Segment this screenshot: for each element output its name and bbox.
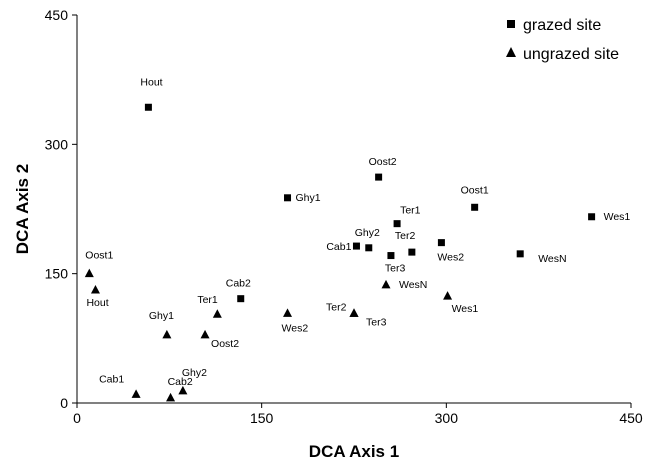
grazed-point-marker — [588, 213, 595, 220]
x-tick-label: 300 — [435, 410, 459, 426]
point-label: WesN — [399, 279, 427, 291]
x-tick-label: 450 — [619, 410, 643, 426]
point-label: Hout — [86, 297, 108, 309]
grazed-point-marker — [394, 220, 401, 227]
point-label: Wes1 — [604, 211, 631, 223]
point-label: Oost2 — [211, 338, 239, 350]
point-label: Wes1 — [452, 303, 479, 315]
ungrazed-point-marker — [85, 269, 94, 278]
ungrazed-point-marker — [162, 330, 171, 339]
point-label: Oost2 — [369, 156, 397, 168]
grazed-point-marker — [517, 250, 524, 257]
grazed-point-marker — [471, 204, 478, 211]
point-label: Ghy1 — [296, 192, 321, 204]
point-label: Oost1 — [85, 250, 113, 262]
point-label: Ter2 — [326, 301, 347, 313]
y-tick-label: 300 — [45, 136, 69, 152]
point-label: Cab1 — [99, 373, 124, 385]
point-label: Ghy2 — [182, 367, 207, 379]
grazed-point-marker — [408, 249, 415, 256]
legend-square-icon — [507, 20, 515, 28]
x-tick-label: 150 — [250, 410, 274, 426]
ungrazed-point-marker — [91, 285, 100, 294]
legend-triangle-icon — [506, 47, 516, 57]
legend-entry-label: ungrazed site — [523, 46, 619, 63]
grazed-point-marker — [365, 244, 372, 251]
ungrazed-point-marker — [166, 393, 175, 402]
legend-entry-label: grazed site — [523, 17, 601, 34]
point-label: Wes2 — [437, 252, 464, 264]
ungrazed-point-marker — [213, 309, 222, 318]
axes: 0 150 300 450 0 150 300 450 DCA Axis 1 DCA Axis 2 — [13, 7, 643, 461]
grazed-point-marker — [237, 295, 244, 302]
y-tick-label: 450 — [45, 7, 69, 23]
grazed-point-marker — [438, 239, 445, 246]
grazed-point-marker — [375, 174, 382, 181]
x-axis-title: DCA Axis 1 — [309, 442, 399, 461]
point-label: Ter3 — [366, 316, 387, 328]
y-tick-label: 0 — [60, 395, 68, 411]
point-label: Ter1 — [400, 205, 421, 217]
point-label: Ter2 — [395, 230, 416, 242]
grazed-point-marker — [353, 243, 360, 250]
point-label: Wes2 — [282, 322, 309, 334]
ungrazed-point-marker — [201, 330, 210, 339]
y-axis-title: DCA Axis 2 — [13, 164, 32, 254]
point-label: Ter3 — [385, 263, 406, 275]
ungrazed-point-marker — [443, 291, 452, 300]
ungrazed-point-marker — [132, 389, 141, 398]
point-label: Cab1 — [326, 241, 351, 253]
point-label: Ghy2 — [355, 227, 380, 239]
ungrazed-point-marker — [350, 308, 359, 317]
grazed-point-marker — [387, 252, 394, 259]
point-label: Ter1 — [197, 294, 218, 306]
point-label: Ghy1 — [149, 310, 174, 322]
point-label: Cab2 — [226, 278, 251, 290]
point-label: Hout — [140, 76, 162, 88]
grazed-point-marker — [145, 104, 152, 111]
point-labels: Hout Oost2 Ghy1 Oost1 Wes1 Ter1 Ghy2 Cab1 Ter2 Te… — [85, 76, 630, 388]
y-tick-label: 150 — [45, 266, 69, 282]
point-label: WesN — [538, 253, 566, 265]
x-tick-label: 0 — [73, 410, 81, 426]
ungrazed-point-marker — [283, 308, 292, 317]
grazed-point-marker — [284, 194, 291, 201]
legend: grazed site ungrazed site — [506, 17, 619, 63]
point-label: Oost1 — [461, 184, 489, 196]
ungrazed-point-marker — [382, 280, 391, 289]
